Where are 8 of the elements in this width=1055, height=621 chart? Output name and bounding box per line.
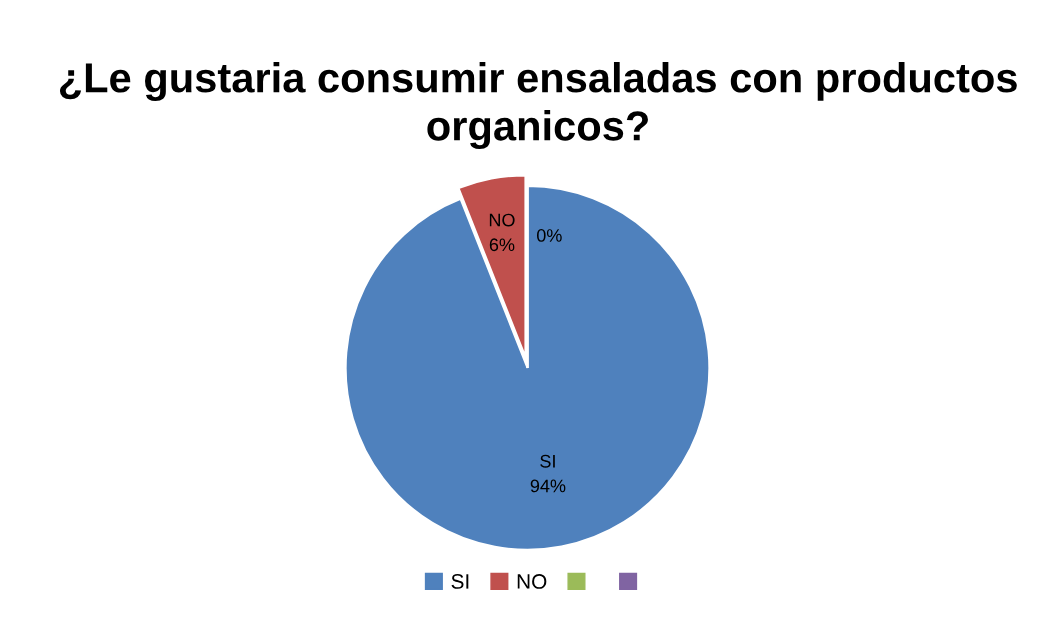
slice-label: SI bbox=[540, 454, 555, 468]
data-label: 6% bbox=[489, 238, 515, 252]
slice-label: NO bbox=[489, 213, 515, 227]
data-label: 94% bbox=[530, 479, 566, 493]
text: 0% bbox=[536, 229, 562, 242]
legend-label: NO bbox=[517, 574, 547, 589]
chart-title: ¿Le gustaria consumir ensaladas con productos organicos? bbox=[59, 62, 1017, 150]
legend-label: SI bbox=[451, 574, 469, 589]
